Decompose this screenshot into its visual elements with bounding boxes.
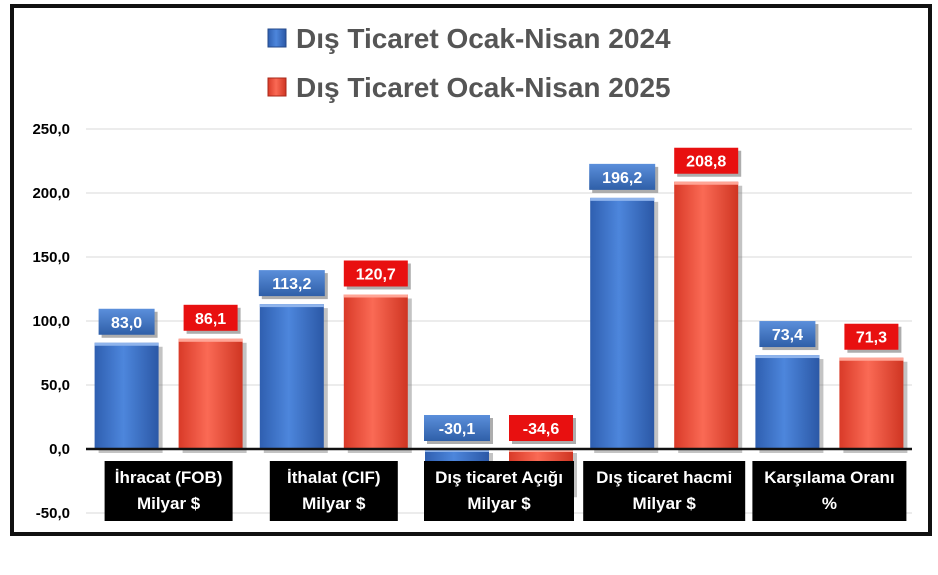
category-label: İhracat (FOB) <box>115 468 223 487</box>
category-box <box>752 461 907 521</box>
bar-highlight <box>425 449 489 452</box>
data-label-box <box>589 163 656 190</box>
data-label: -34,6 <box>523 421 560 438</box>
bar-highlight <box>178 338 243 342</box>
bar-1-4 <box>590 197 655 449</box>
category-label: İthalat (CIF) <box>287 468 381 487</box>
data-label-box <box>343 260 408 287</box>
data-label: 120,7 <box>356 267 396 284</box>
category-label: Karşılama Oranı <box>764 468 894 487</box>
data-label-box <box>759 321 816 348</box>
y-axis: -50,0 0,0 50,0 100,0 150,0 200,0 250,0 <box>32 121 70 522</box>
category-box <box>269 461 398 521</box>
category-box <box>104 461 233 521</box>
category-box <box>424 461 574 521</box>
bar-2-1 <box>178 338 243 449</box>
bar-highlight <box>590 197 655 201</box>
y-tick-label: 200,0 <box>32 185 70 202</box>
bar-1-2 <box>259 304 324 449</box>
category-label: Milyar $ <box>302 494 366 513</box>
y-tick-label: 50,0 <box>41 377 70 394</box>
category-label: % <box>822 494 837 513</box>
data-label: 73,4 <box>772 327 803 344</box>
category-label: Dış ticaret Açığı <box>435 468 563 487</box>
y-tick-label: 250,0 <box>32 121 70 138</box>
data-label: -30,1 <box>439 421 476 438</box>
legend: Dış Ticaret Ocak-Nisan 2024 Dış Ticaret O… <box>267 23 671 103</box>
bar-highlight <box>674 181 739 185</box>
data-label-box <box>424 415 490 441</box>
legend-swatch-1 <box>267 28 287 48</box>
data-label: 196,2 <box>602 170 642 187</box>
bar-highlight <box>259 304 324 308</box>
bar-highlight <box>755 355 820 359</box>
data-label-box <box>98 308 155 335</box>
y-tick-label: 100,0 <box>32 313 70 330</box>
data-label-box <box>674 147 739 174</box>
bar-1-1 <box>94 342 159 449</box>
bar-highlight <box>509 449 573 452</box>
bar-2-5 <box>839 357 904 449</box>
category-label: Milyar $ <box>137 494 201 513</box>
data-label-box <box>258 270 325 297</box>
bar-highlight <box>839 357 904 361</box>
bar-highlight <box>94 342 159 346</box>
y-tick-label: -50,0 <box>36 505 70 522</box>
data-label-box <box>844 323 899 350</box>
legend-label-2: Dış Ticaret Ocak-Nisan 2025 <box>296 72 671 103</box>
data-label: 208,8 <box>686 154 726 171</box>
legend-label-1: Dış Ticaret Ocak-Nisan 2024 <box>296 23 671 54</box>
category-box <box>583 461 746 521</box>
data-label: 86,1 <box>195 311 226 328</box>
y-tick-label: 150,0 <box>32 249 70 266</box>
data-label: 113,2 <box>272 276 311 293</box>
data-label: 83,0 <box>111 315 142 332</box>
data-labels: 83,0 113,2 -30,1 196,2 73,4 86,1 120,7 -34,6 208… <box>98 147 902 444</box>
bar-1-5 <box>755 355 820 449</box>
bar-highlight <box>343 294 408 298</box>
bar-2-2 <box>343 294 408 449</box>
bar-2-4 <box>674 181 739 449</box>
data-label-box <box>183 304 238 331</box>
category-labels: İhracat (FOB) Milyar $ İthalat (CIF) Milyar… <box>104 461 907 521</box>
data-label: 71,3 <box>856 330 887 347</box>
legend-swatch-2 <box>267 77 287 97</box>
category-label: Milyar $ <box>467 494 531 513</box>
category-label: Milyar $ <box>633 494 697 513</box>
category-label: Dış ticaret hacmi <box>596 468 732 487</box>
data-label-box <box>509 415 573 441</box>
y-tick-label: 0,0 <box>49 441 70 458</box>
